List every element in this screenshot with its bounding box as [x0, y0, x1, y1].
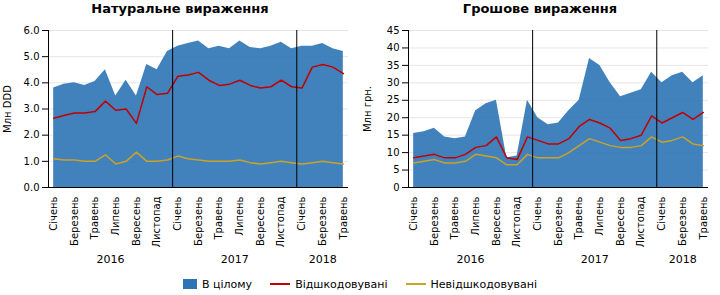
- svg-text:Вересень: Вересень: [491, 196, 502, 246]
- svg-text:Травень: Травень: [338, 196, 349, 240]
- svg-text:Травень: Травень: [449, 196, 460, 240]
- svg-text:Березень: Березень: [317, 196, 328, 246]
- svg-text:0.0: 0.0: [24, 182, 40, 193]
- svg-text:Листопад: Листопад: [275, 196, 286, 247]
- svg-text:Вересень: Вересень: [131, 196, 142, 246]
- svg-text:Вересень: Вересень: [615, 196, 626, 246]
- svg-text:5.0: 5.0: [24, 51, 40, 62]
- html-text:Невідшкодовувані: Невідшкодовувані: [430, 277, 537, 291]
- svg-text:Травень: Травень: [213, 196, 224, 240]
- html-text:В цілому: В цілому: [202, 277, 253, 291]
- svg-text:1.0: 1.0: [24, 156, 40, 167]
- svg-text:2017: 2017: [581, 253, 609, 266]
- html-text:Грошове вираження: Грошове вираження: [462, 1, 618, 16]
- svg-text:Січень: Січень: [656, 196, 667, 230]
- svg-text:3.0: 3.0: [24, 103, 40, 114]
- svg-text:45: 45: [387, 25, 400, 36]
- svg-text:Листопад: Листопад: [635, 196, 646, 247]
- svg-text:Травень: Травень: [698, 196, 709, 240]
- svg-text:Млн DDD: Млн DDD: [2, 85, 13, 133]
- svg-text:Березень: Березень: [429, 196, 440, 246]
- html-text:Відшкодовувані: Відшкодовувані: [295, 277, 388, 291]
- svg-text:0: 0: [393, 182, 399, 193]
- svg-text:Березень: Березень: [553, 196, 564, 246]
- svg-text:2018: 2018: [309, 253, 337, 266]
- svg-text:Вересень: Вересень: [255, 196, 266, 246]
- svg-text:2016: 2016: [97, 253, 125, 266]
- svg-text:Січень: Січень: [48, 196, 59, 230]
- svg-text:Липень: Липень: [110, 196, 121, 235]
- svg-text:2018: 2018: [669, 253, 697, 266]
- svg-text:40: 40: [387, 42, 400, 53]
- svg-text:Березень: Березень: [677, 196, 688, 246]
- svg-text:4.0: 4.0: [24, 77, 40, 88]
- svg-text:2017: 2017: [221, 253, 249, 266]
- svg-text:6.0: 6.0: [24, 25, 40, 36]
- html-text:Натуральне вираження: Натуральне вираження: [91, 1, 269, 16]
- svg-text:Липень: Липень: [234, 196, 245, 235]
- svg-text:Листопад: Листопад: [511, 196, 522, 247]
- svg-text:Січень: Січень: [532, 196, 543, 230]
- svg-text:Січень: Січень: [296, 196, 307, 230]
- svg-text:Березень: Березень: [69, 196, 80, 246]
- svg-text:25: 25: [387, 94, 400, 105]
- svg-text:Травень: Травень: [89, 196, 100, 240]
- svg-text:35: 35: [387, 60, 400, 71]
- svg-text:Травень: Травень: [573, 196, 584, 240]
- svg-text:30: 30: [387, 77, 400, 88]
- svg-text:10: 10: [387, 147, 400, 158]
- svg-text:2016: 2016: [457, 253, 485, 266]
- svg-text:Липень: Липень: [470, 196, 481, 235]
- svg-text:5: 5: [393, 164, 399, 175]
- svg-text:15: 15: [387, 129, 400, 140]
- svg-text:Млн грн.: Млн грн.: [362, 86, 373, 132]
- svg-text:Липень: Липень: [594, 196, 605, 235]
- svg-text:Січень: Січень: [172, 196, 183, 230]
- svg-text:Листопад: Листопад: [151, 196, 162, 247]
- svg-text:Березень: Березень: [193, 196, 204, 246]
- svg-text:Січень: Січень: [408, 196, 419, 230]
- svg-text:20: 20: [387, 112, 400, 123]
- svg-text:2.0: 2.0: [24, 129, 40, 140]
